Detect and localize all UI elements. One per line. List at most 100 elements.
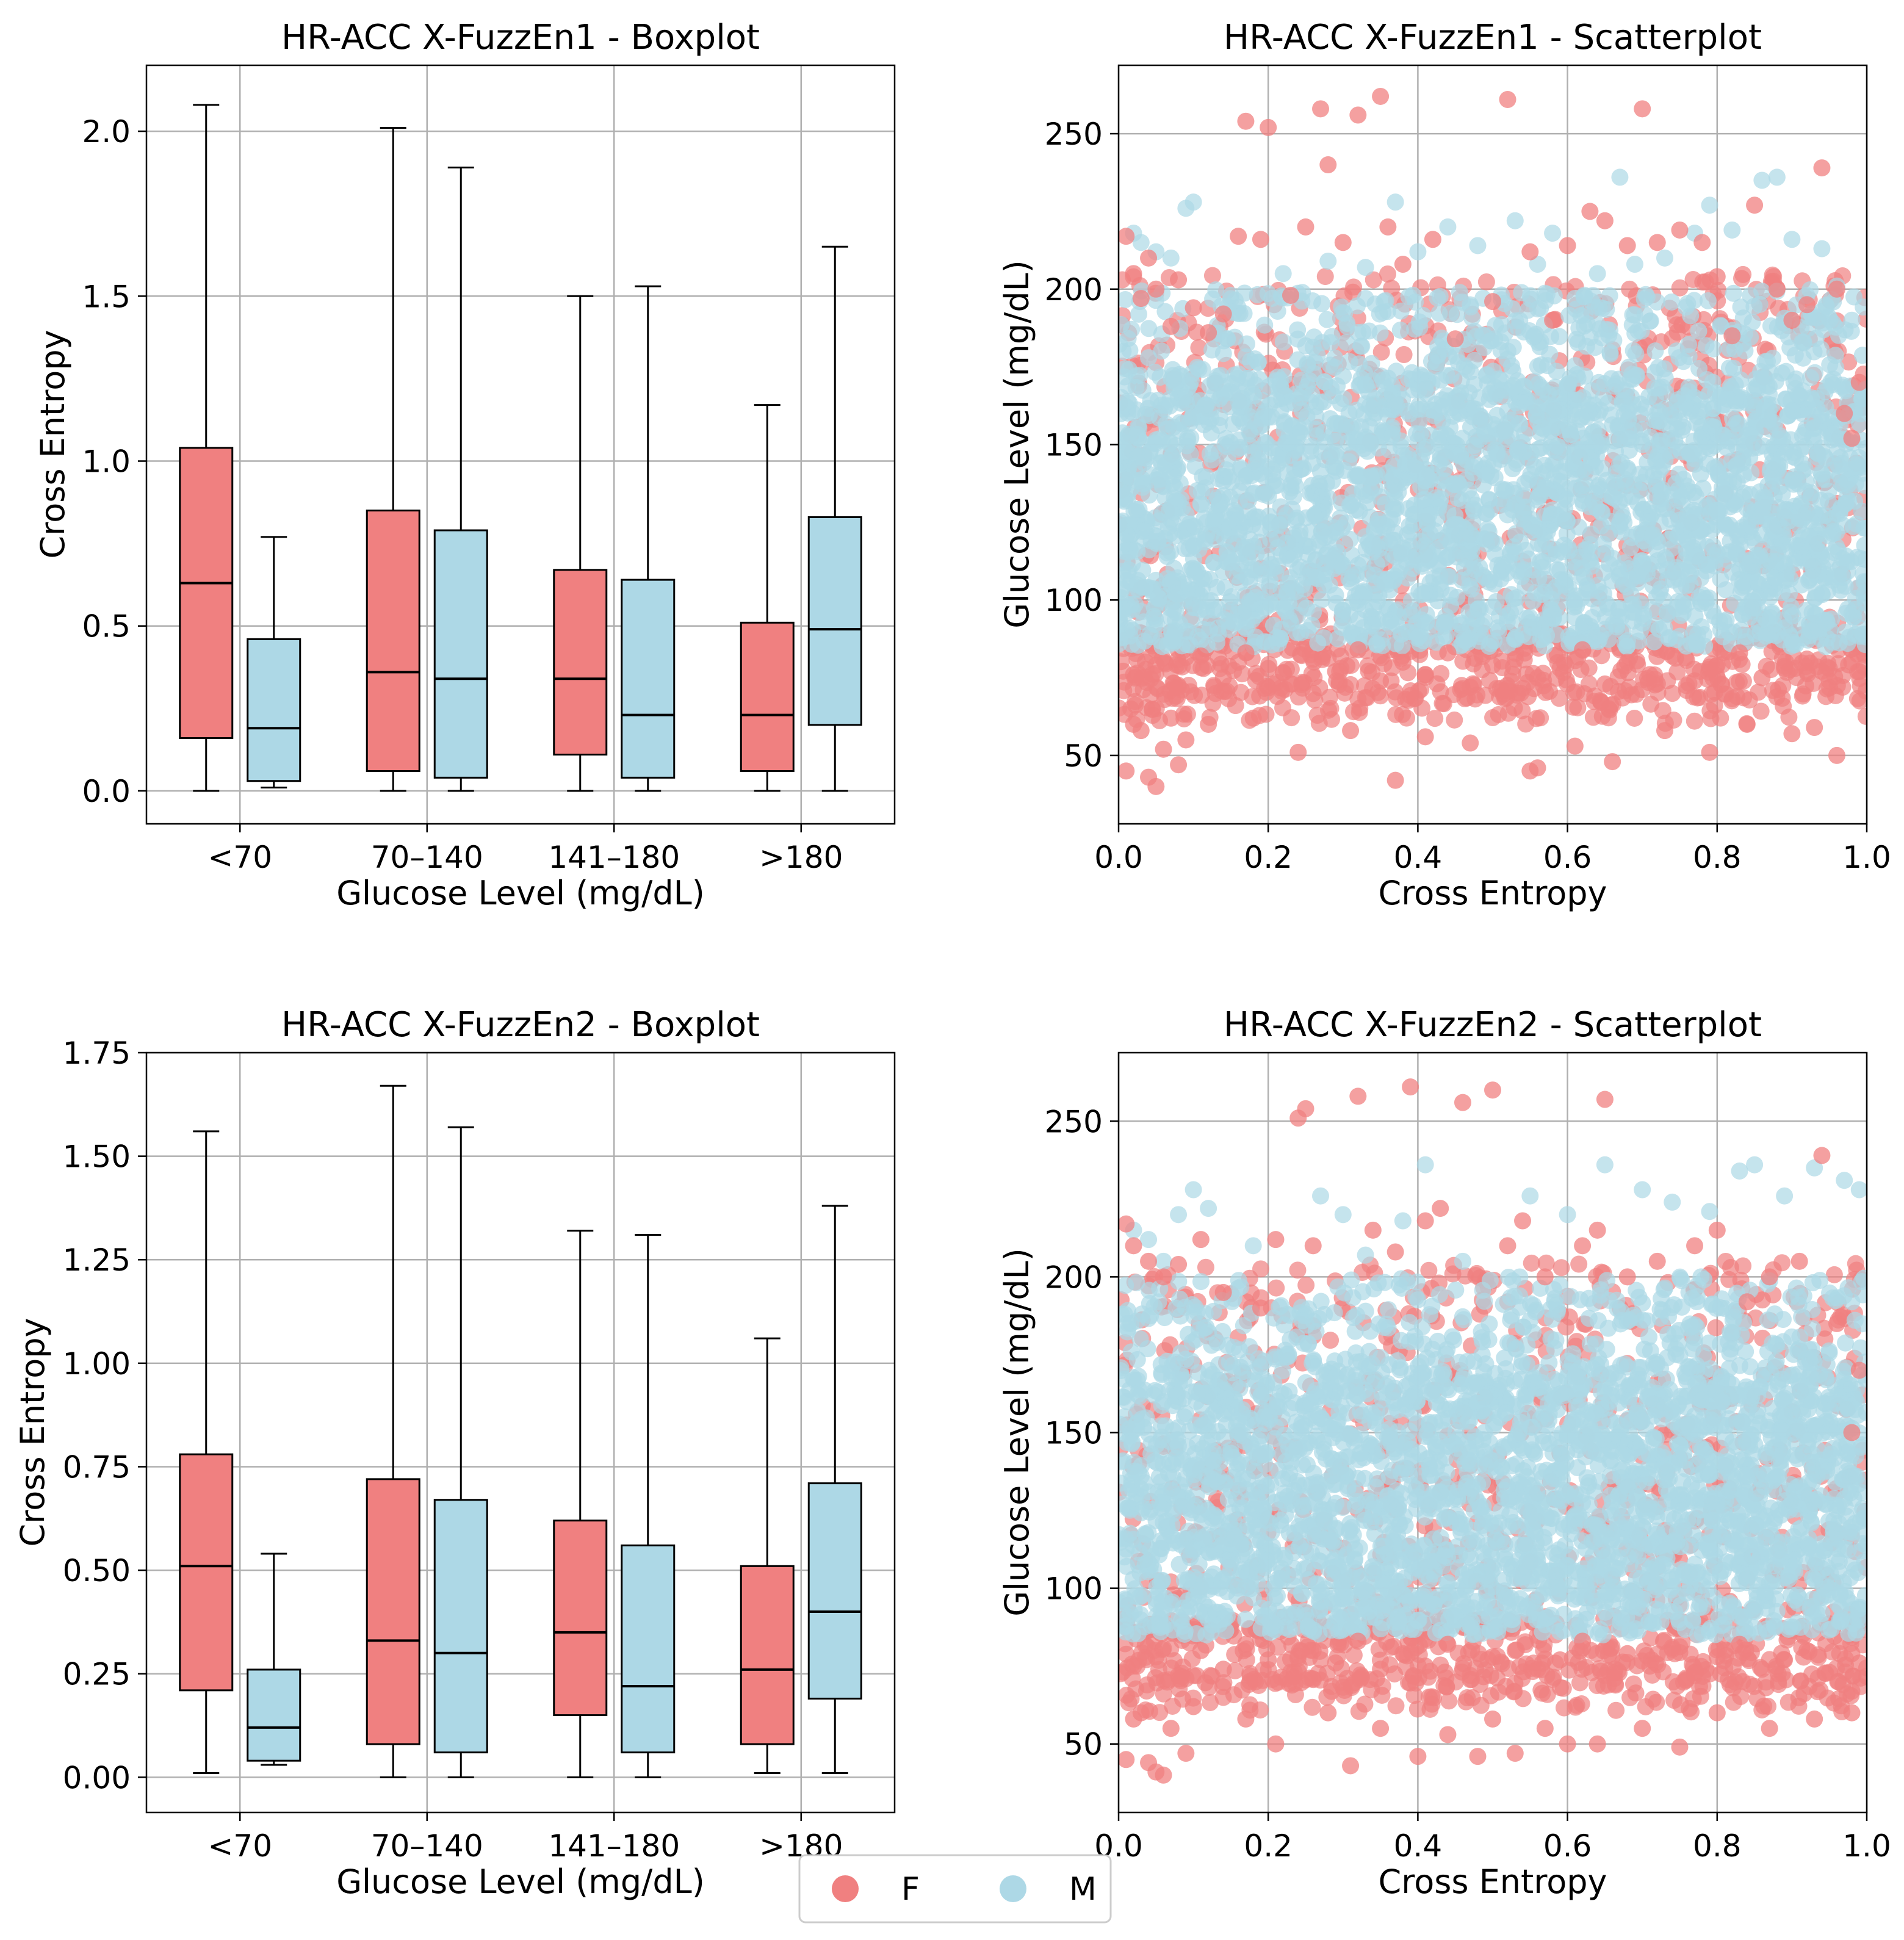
point-m	[1631, 466, 1649, 483]
point-m	[1490, 607, 1508, 625]
point-m	[1794, 349, 1812, 367]
box-iqr	[366, 1478, 420, 1745]
y-tick-label: 1.50	[63, 1139, 131, 1175]
point-f	[1426, 710, 1444, 727]
point-f	[1192, 647, 1210, 665]
point-f	[1668, 663, 1686, 681]
point-m	[1141, 442, 1159, 460]
box-iqr	[179, 447, 234, 739]
point-m	[1412, 425, 1429, 443]
point-f	[1768, 280, 1786, 298]
point-f	[1527, 710, 1545, 727]
point-m	[1614, 508, 1632, 526]
point-m	[1830, 456, 1847, 474]
point-f	[1203, 267, 1221, 284]
point-m	[1642, 555, 1659, 573]
point-m	[1768, 168, 1786, 186]
grid-lines	[146, 1051, 895, 1812]
scatter-marks	[1119, 87, 1867, 795]
point-m	[1313, 486, 1331, 504]
point-m	[1404, 506, 1422, 524]
point-m	[1258, 633, 1276, 651]
point-m	[1334, 304, 1352, 322]
point-m	[1353, 337, 1371, 355]
point-f	[1618, 237, 1636, 254]
point-f	[1840, 353, 1858, 371]
point-m	[1761, 385, 1778, 403]
point-m	[1611, 168, 1629, 186]
box-m-3	[807, 1205, 862, 1775]
box-marks	[179, 1084, 862, 1778]
point-m	[1222, 286, 1239, 304]
point-m	[1540, 482, 1557, 500]
box-iqr	[366, 510, 420, 773]
point-m	[1249, 561, 1267, 579]
point-m	[1237, 467, 1255, 485]
point-f	[1125, 265, 1142, 283]
point-f	[1686, 712, 1703, 730]
point-m	[1487, 441, 1504, 459]
point-m	[1471, 558, 1488, 576]
point-m	[1408, 551, 1426, 569]
point-m	[1285, 469, 1303, 487]
point-m	[1119, 290, 1134, 308]
point-m	[1461, 577, 1479, 595]
point-f	[1214, 669, 1232, 687]
series-f-outliers	[1119, 87, 1867, 795]
point-m	[1430, 499, 1448, 516]
point-m	[1765, 416, 1783, 434]
point-m	[1821, 527, 1839, 545]
point-m	[1618, 578, 1636, 596]
point-f	[1170, 756, 1188, 774]
point-m	[1578, 624, 1595, 641]
point-m	[1515, 561, 1533, 579]
point-f	[1648, 234, 1666, 251]
point-m	[1524, 618, 1542, 636]
x-tick-label: >180	[759, 840, 843, 875]
point-m	[1734, 574, 1751, 591]
point-f	[1144, 707, 1161, 724]
point-f	[1395, 346, 1413, 364]
point-m	[1789, 475, 1807, 492]
point-m	[1820, 483, 1837, 500]
point-f	[1372, 87, 1390, 105]
point-m	[1673, 493, 1691, 511]
point-m	[1313, 591, 1330, 608]
point-f	[1763, 643, 1781, 660]
point-f	[1397, 690, 1415, 708]
point-m	[1244, 611, 1261, 629]
point-f	[1305, 669, 1323, 687]
point-m	[1813, 240, 1831, 258]
point-m	[1197, 468, 1215, 486]
point-f	[1278, 660, 1296, 678]
point-f	[1723, 327, 1741, 345]
point-f	[1806, 719, 1823, 737]
point-m	[1391, 321, 1409, 339]
point-m	[1185, 193, 1202, 211]
point-m	[1620, 441, 1638, 459]
tick-labels: 0.000.250.500.751.001.251.501.75<70 70–14…	[63, 1036, 843, 1864]
point-m	[1368, 635, 1385, 652]
point-m	[1323, 328, 1341, 345]
box-marks	[179, 104, 862, 792]
point-f	[1321, 688, 1338, 706]
point-m	[1280, 610, 1298, 628]
point-m	[1206, 510, 1224, 527]
point-f	[1119, 228, 1135, 245]
point-m	[1603, 572, 1621, 590]
point-m	[1538, 627, 1556, 644]
point-m	[1192, 632, 1210, 649]
point-m	[1166, 452, 1183, 470]
point-m	[1726, 376, 1744, 394]
point-f	[1416, 728, 1434, 746]
point-m	[1185, 537, 1203, 555]
point-m	[1542, 328, 1560, 345]
point-f	[1140, 249, 1158, 267]
x-tick-label: 0.8	[1693, 840, 1742, 875]
point-m	[1775, 611, 1792, 629]
point-m	[1608, 618, 1626, 636]
point-m	[1319, 544, 1336, 562]
point-m	[1164, 467, 1182, 485]
point-f	[1728, 674, 1745, 691]
point-f	[1776, 660, 1794, 677]
